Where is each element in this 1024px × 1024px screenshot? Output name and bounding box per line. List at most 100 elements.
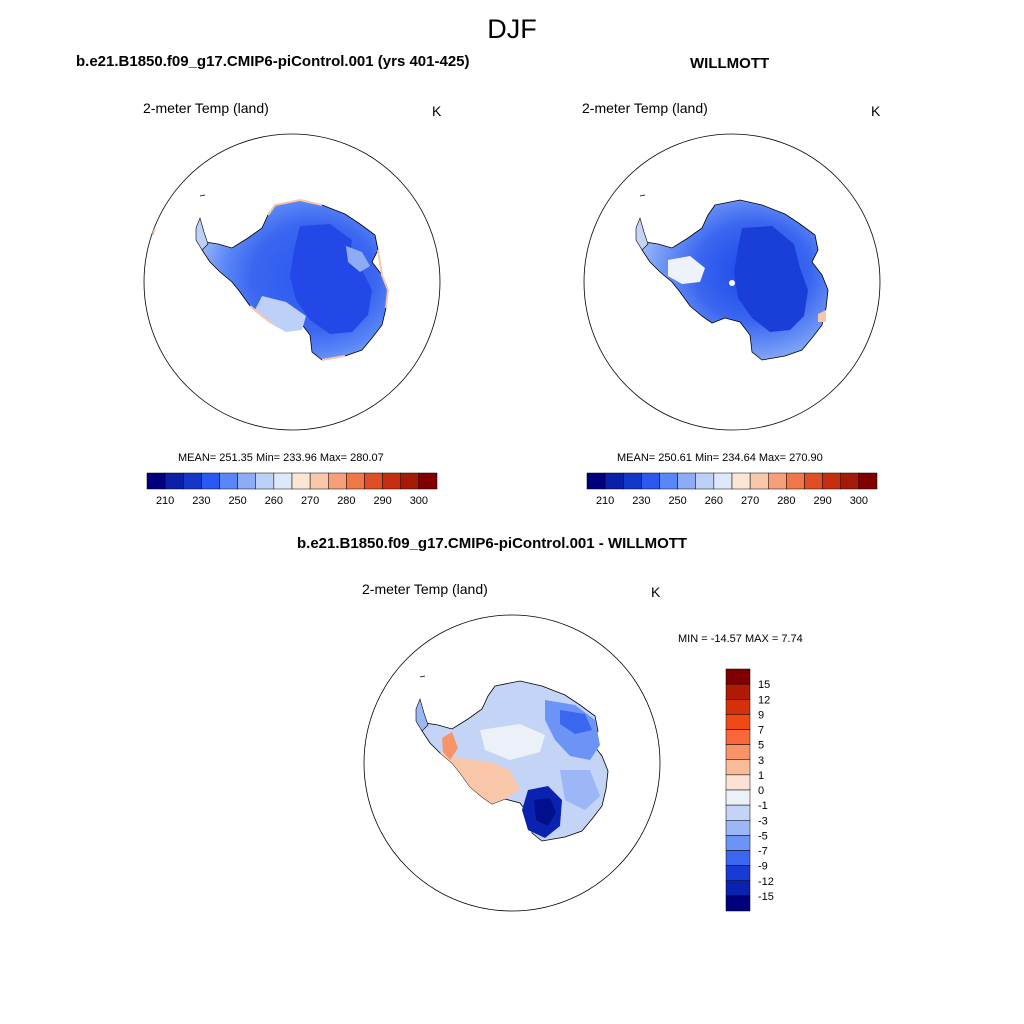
- panel1-colorbar-box: [291, 472, 311, 490]
- panel3-colorbar-box: [725, 895, 751, 912]
- panel1-colorbar-tick-label: 230: [192, 495, 210, 507]
- panel3-colorbar-box: [725, 820, 751, 836]
- panel1-map: [143, 133, 441, 431]
- panel2-colorbar: 210 230 250 260 270 280 290 300: [586, 472, 878, 507]
- panel2-white-area: [668, 256, 705, 284]
- panel3-colorbar-box: [725, 865, 751, 881]
- panel3-colorbar-tick-label: 7: [758, 725, 764, 737]
- panel2-colorbar-box: [623, 472, 642, 490]
- panel2-colorbar-box: [586, 472, 606, 490]
- panel3-colorbar-box: [725, 835, 751, 851]
- panel2-colorbar-box: [659, 472, 678, 490]
- panel3-colorbar: 15 12 9 7 5 3 1 0 -1 -3 -5 -7 -9 -12 -15: [725, 668, 774, 912]
- panel3-colorbar-box: [725, 880, 751, 897]
- panel1-colorbar-tick-label: 210: [156, 495, 174, 507]
- panel3-warm-west: [440, 753, 520, 804]
- panel1-colorbar-box: [237, 472, 256, 490]
- panel3-colorbar-box: [725, 774, 751, 791]
- panel1-colorbar-tick-label: 280: [337, 495, 355, 507]
- panel1-colorbar-box: [418, 472, 438, 490]
- panel2-colorbar-box: [695, 472, 715, 490]
- panel2-colorbar-box: [731, 472, 751, 490]
- panel3-colorbar-box: [725, 714, 751, 730]
- panel3-colorbar-tick-label: -5: [758, 830, 768, 842]
- panel3-stats: MIN = -14.57 MAX = 7.74: [678, 633, 803, 645]
- panel1-title: b.e21.B1850.f09_g17.CMIP6-piControl.001 …: [76, 53, 470, 70]
- panel1-colorbar-box: [146, 472, 166, 490]
- panel3-colorbar-tick-label: 5: [758, 740, 764, 752]
- panel3-colorbar-box: [725, 683, 751, 700]
- panel3-colorbar-box: [725, 850, 751, 866]
- panel3-variable: 2-meter Temp (land): [362, 581, 488, 597]
- panel1-colorbar-tick-label: 290: [373, 495, 391, 507]
- panel1-colorbar-tick-label: 300: [410, 495, 428, 507]
- panel1-stats: MEAN= 251.35 Min= 233.96 Max= 280.07: [178, 452, 384, 464]
- panel3-colorbar-tick-label: -15: [758, 891, 774, 903]
- panel2-units: K: [871, 103, 881, 119]
- panel1-colorbar-box: [382, 472, 401, 490]
- panel2-colorbar-box: [858, 472, 878, 490]
- panel2-stats: MEAN= 250.61 Min= 234.64 Max= 270.90: [617, 452, 823, 464]
- panel1-island: [199, 194, 206, 197]
- panel3-colorbar-box: [725, 744, 751, 760]
- panel2-colorbar-tick-label: 300: [850, 495, 868, 507]
- panel2-colorbar-tick-label: 210: [596, 495, 614, 507]
- panel3-peninsula: [415, 698, 429, 732]
- panel1-west-light: [255, 296, 306, 332]
- panel1-colorbar-tick-label: 250: [228, 495, 246, 507]
- panel3-map: [363, 614, 661, 912]
- panel1-colorbar-tick-label: 270: [301, 495, 319, 507]
- panel1-colorbar-box: [328, 472, 347, 490]
- panel2-interior: [734, 226, 808, 332]
- panel2-variable: 2-meter Temp (land): [582, 100, 708, 116]
- panel2-colorbar-tick-label: 290: [813, 495, 831, 507]
- panel1-colorbar-box: [219, 472, 238, 490]
- panel3-units: K: [651, 584, 661, 600]
- panel3-colorbar-box: [725, 729, 751, 745]
- panel2-colorbar-box: [768, 472, 787, 490]
- panel2-island: [639, 194, 646, 197]
- panel3-colorbar-tick-label: -7: [758, 846, 768, 858]
- panel1-colorbar-box: [400, 472, 420, 490]
- panel2-colorbar-tick-label: 230: [632, 495, 650, 507]
- panel3-warm-peninsula: [442, 732, 458, 760]
- panel3-cold-core: [534, 798, 556, 826]
- panel2-peninsula: [635, 217, 649, 251]
- panel1-colorbar-box: [273, 472, 293, 490]
- panel3-title: b.e21.B1850.f09_g17.CMIP6-piControl.001 …: [297, 535, 688, 552]
- panel2-colorbar-box: [786, 472, 805, 490]
- panel2-title: WILLMOTT: [690, 55, 770, 72]
- panel3-colorbar-tick-label: 9: [758, 709, 764, 721]
- panel1-light-blob: [346, 246, 370, 272]
- panel1-colorbar-box: [309, 472, 329, 490]
- panel2-colorbar-box: [822, 472, 841, 490]
- panel1-interior: [290, 224, 372, 334]
- panel1-colorbar-box: [183, 472, 202, 490]
- panel3-colorbar-tick-label: 0: [758, 785, 764, 797]
- panel2-colorbar-tick-label: 270: [741, 495, 759, 507]
- panel3-colorbar-tick-label: -9: [758, 861, 768, 873]
- panel1-colorbar-box: [346, 472, 365, 490]
- panel2-colorbar-tick-label: 260: [705, 495, 723, 507]
- panel3-cool-patch: [560, 710, 592, 734]
- panel3-colorbar-tick-label: -12: [758, 876, 774, 888]
- panel1-units: K: [432, 103, 442, 119]
- panel2-colorbar-box: [840, 472, 860, 490]
- panel2-colorbar-tick-label: 250: [668, 495, 686, 507]
- panel1-colorbar-tick-label: 260: [265, 495, 283, 507]
- panel3-colorbar-box: [725, 789, 751, 806]
- panel2-warm-spot: [818, 310, 826, 322]
- panel3-colorbar-box: [725, 804, 751, 821]
- panel3-colorbar-tick-label: 1: [758, 770, 764, 782]
- panel2-colorbar-box: [641, 472, 660, 490]
- panel2-white-spot: [729, 280, 735, 286]
- panel3-colorbar-tick-label: 12: [758, 694, 770, 706]
- panel2-colorbar-box: [677, 472, 696, 490]
- panel3-colorbar-tick-label: 3: [758, 755, 764, 767]
- panel1-colorbar-box: [255, 472, 275, 490]
- panel1-variable: 2-meter Temp (land): [143, 100, 269, 116]
- panel1-warm-coast: [249, 198, 390, 361]
- panel3-mid-blue: [560, 770, 600, 810]
- panel3-colorbar-tick-label: -3: [758, 815, 768, 827]
